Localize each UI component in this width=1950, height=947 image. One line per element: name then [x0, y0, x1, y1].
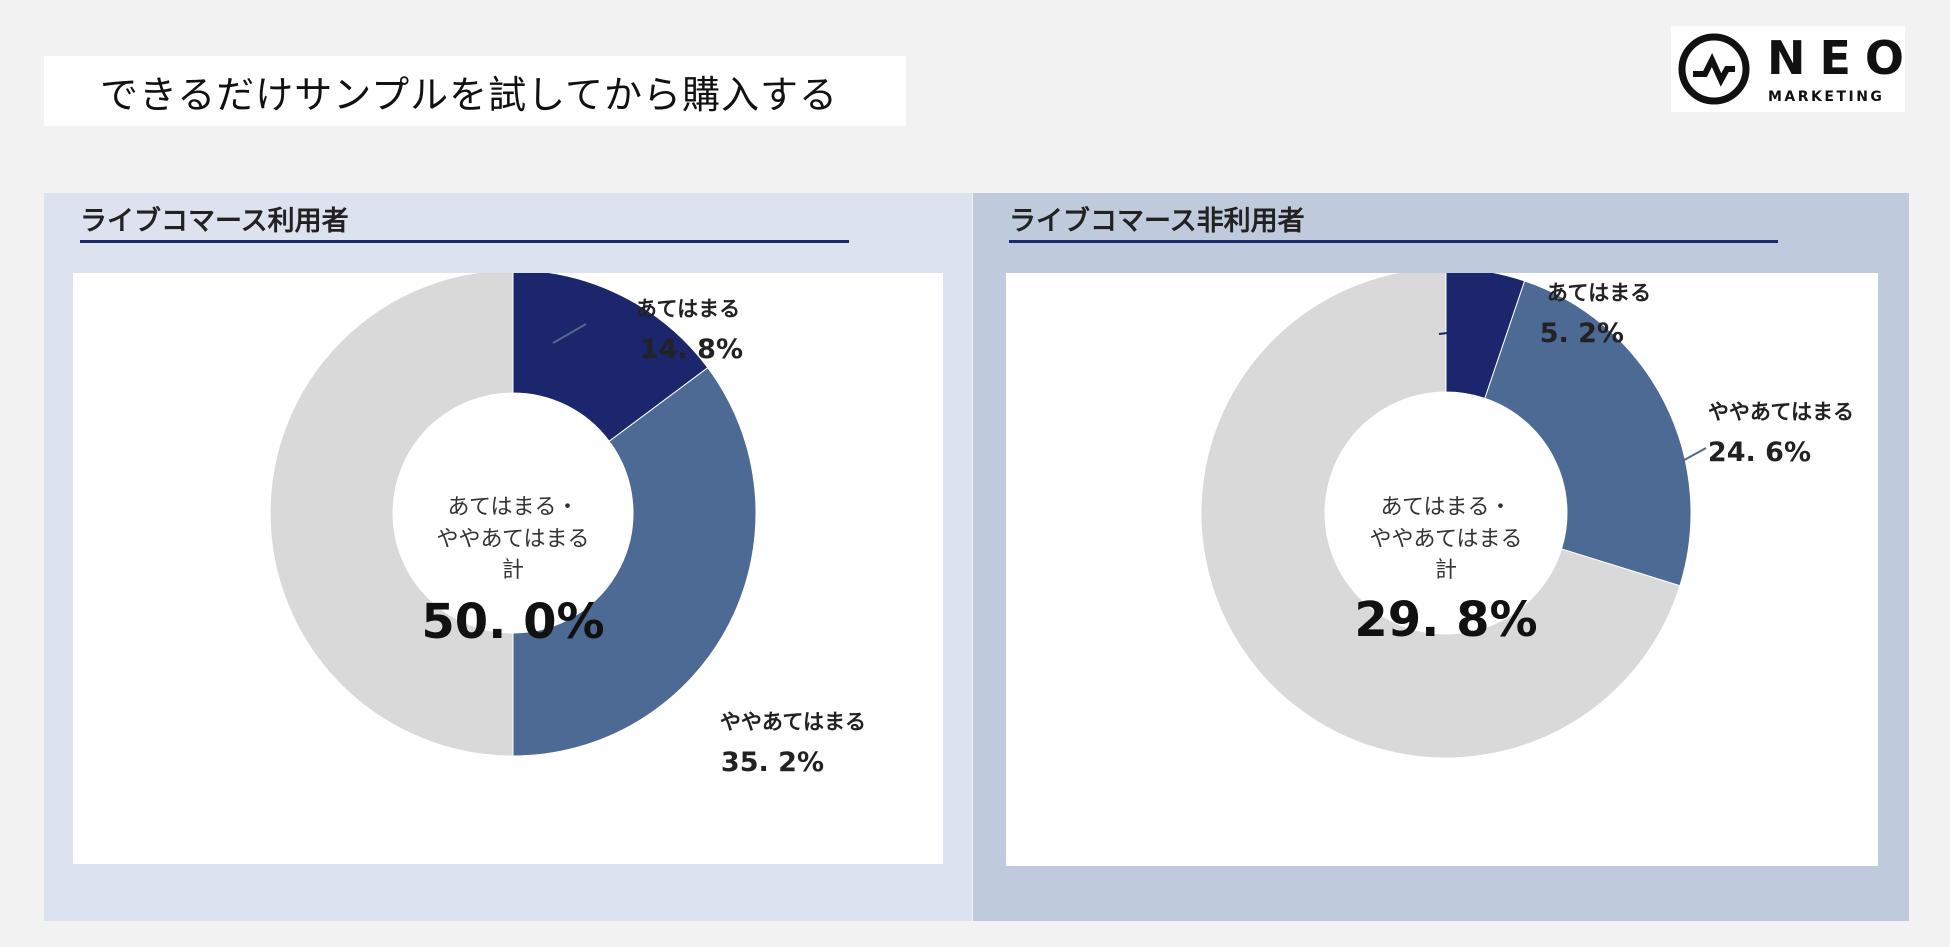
- donut-slice-somewhat: [512, 367, 757, 757]
- donut-slice-other: [269, 269, 514, 757]
- center-label-line3: 計: [502, 558, 524, 583]
- donut-slice-applies: [512, 269, 709, 442]
- donut-slices: [269, 269, 757, 757]
- panel-title: ライブコマース非利用者: [1009, 206, 1305, 237]
- slice-label-applies: あてはまる: [636, 297, 740, 321]
- panel-divider: [80, 240, 849, 243]
- panel-non-users: ライブコマース非利用者 あてはまる 5. 2% ややあてはまる 24. 6% あ…: [973, 193, 1909, 921]
- center-label-line2: ややあてはまる: [1369, 527, 1522, 552]
- donut-slice-other: [1200, 267, 1681, 759]
- donut-chart: あてはまる 14. 8% ややあてはまる 35. 2% あてはまる・ ややあては…: [269, 269, 866, 778]
- slice-value-somewhat: 24. 6%: [1708, 437, 1811, 468]
- logo-pulse-icon: [1693, 53, 1735, 87]
- center-label-line1: あてはまる・: [1380, 495, 1511, 520]
- logo-word: NEO: [1767, 31, 1905, 85]
- panel-users: ライブコマース利用者 あてはまる 14. 8% ややあてはまる 35. 2% あ…: [44, 193, 972, 921]
- center-total-value: 29. 8%: [1354, 592, 1537, 648]
- slice-label-somewhat: ややあてはまる: [720, 710, 866, 734]
- page-title: できるだけサンプルを試してから購入する: [100, 72, 838, 117]
- logo-circle-icon: [1678, 33, 1750, 105]
- donut-chart: あてはまる 5. 2% ややあてはまる 24. 6% あてはまる・ ややあてはま…: [1200, 267, 1854, 759]
- donut-slices: [1200, 267, 1692, 759]
- leader-line-applies: [552, 323, 587, 344]
- title-box: できるだけサンプルを試してから購入する: [44, 56, 906, 126]
- center-label-line2: ややあてはまる: [436, 527, 589, 552]
- leader-line-somewhat: [652, 642, 699, 677]
- center-total-value: 50. 0%: [421, 594, 604, 650]
- logo-graphic: NEO MARKETING: [1678, 31, 1905, 105]
- center-label-line3: 計: [1435, 558, 1457, 583]
- chart-box: あてはまる 5. 2% ややあてはまる 24. 6% あてはまる・ ややあてはま…: [1006, 267, 1878, 866]
- logo-sub: MARKETING: [1768, 89, 1884, 105]
- slice-value-applies: 14. 8%: [640, 334, 743, 365]
- chart-box: あてはまる 14. 8% ややあてはまる 35. 2% あてはまる・ ややあては…: [73, 269, 943, 864]
- leader-line-applies: [1438, 328, 1482, 335]
- neo-marketing-logo: NEO MARKETING: [1671, 26, 1905, 112]
- slice-label-applies: あてはまる: [1547, 281, 1651, 305]
- leader-line-somewhat: [1667, 447, 1707, 470]
- slice-label-somewhat: ややあてはまる: [1708, 400, 1854, 424]
- slice-value-applies: 5. 2%: [1540, 318, 1624, 349]
- donut-slice-somewhat: [1484, 280, 1692, 587]
- panel-divider: [1009, 240, 1778, 243]
- panel-title: ライブコマース利用者: [80, 206, 349, 237]
- slice-value-somewhat: 35. 2%: [721, 747, 824, 778]
- center-label-line1: あてはまる・: [447, 495, 578, 520]
